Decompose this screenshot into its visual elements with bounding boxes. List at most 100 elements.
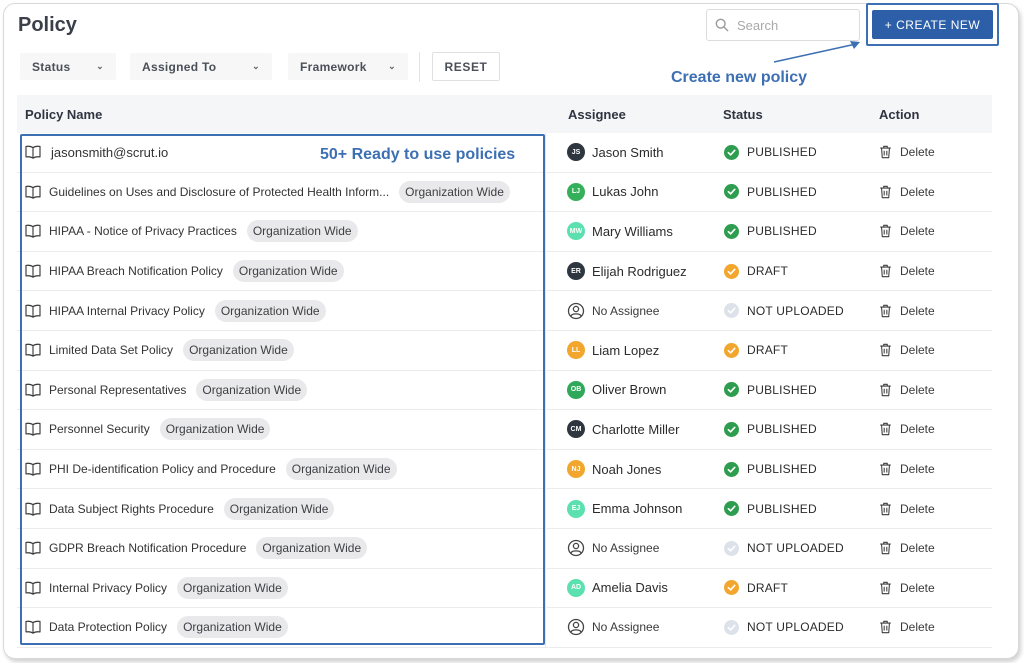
trash-icon[interactable]: [879, 383, 892, 397]
table-row[interactable]: Guidelines on Uses and Disclosure of Pro…: [17, 172, 992, 213]
assignee-cell[interactable]: LJ Lukas John: [567, 173, 659, 212]
assignee-cell[interactable]: MW Mary Williams: [567, 212, 673, 251]
delete-label[interactable]: Delete: [900, 422, 935, 437]
delete-label[interactable]: Delete: [900, 382, 935, 397]
delete-button[interactable]: Delete: [879, 529, 935, 568]
policy-cell[interactable]: GDPR Breach Notification Procedure Organi…: [25, 529, 368, 568]
delete-button[interactable]: Delete: [879, 371, 935, 410]
policy-cell[interactable]: HIPAA Internal Privacy Policy Organizatio…: [25, 291, 326, 330]
create-new-button[interactable]: + CREATE NEW: [872, 10, 993, 39]
policy-name[interactable]: Data Subject Rights Procedure: [49, 501, 214, 516]
reset-button[interactable]: RESET: [432, 52, 500, 81]
trash-icon[interactable]: [879, 462, 892, 476]
delete-label[interactable]: Delete: [900, 184, 935, 199]
assignee-cell[interactable]: LL Liam Lopez: [567, 331, 659, 370]
delete-button[interactable]: Delete: [879, 569, 935, 608]
assignee-cell[interactable]: JS Jason Smith: [567, 133, 664, 172]
policy-name[interactable]: Guidelines on Uses and Disclosure of Pro…: [49, 184, 390, 199]
policy-cell[interactable]: Guidelines on Uses and Disclosure of Pro…: [25, 173, 510, 212]
policy-name[interactable]: GDPR Breach Notification Procedure: [49, 541, 247, 556]
policy-cell[interactable]: Personal Representatives Organization Wid…: [25, 371, 308, 410]
policy-cell[interactable]: Data Protection Policy Organization Wide: [25, 608, 288, 647]
table-row[interactable]: HIPAA Breach Notification Policy Organiza…: [17, 251, 992, 292]
column-policy-name: Policy Name: [25, 107, 103, 122]
delete-button[interactable]: Delete: [879, 291, 935, 330]
delete-button[interactable]: Delete: [879, 252, 935, 291]
table-row[interactable]: GDPR Breach Notification Procedure Organi…: [17, 528, 992, 569]
delete-button[interactable]: Delete: [879, 608, 935, 647]
trash-icon[interactable]: [879, 304, 892, 318]
trash-icon[interactable]: [879, 620, 892, 634]
trash-icon[interactable]: [879, 185, 892, 199]
delete-button[interactable]: Delete: [879, 212, 935, 251]
policy-name[interactable]: PHI De-identification Policy and Procedu…: [49, 462, 276, 477]
delete-button[interactable]: Delete: [879, 331, 935, 370]
table-row[interactable]: jasonsmith@scrut.io JS Jason Smith PUBLISHE…: [17, 133, 992, 173]
delete-label[interactable]: Delete: [900, 264, 935, 279]
trash-icon[interactable]: [879, 422, 892, 436]
table-row[interactable]: Personnel Security Organization Wide CM Cha…: [17, 410, 992, 450]
assignee-cell[interactable]: OB Oliver Brown: [567, 371, 666, 410]
search-input[interactable]: [737, 17, 847, 33]
table-row[interactable]: Data Subject Rights Procedure Organizatio…: [17, 489, 992, 529]
table-row[interactable]: HIPAA Internal Privacy Policy Organizatio…: [17, 291, 992, 331]
table-row[interactable]: HIPAA - Notice of Privacy Practices Organ…: [17, 212, 992, 252]
framework-filter[interactable]: Framework ⌄: [288, 53, 408, 80]
table-row[interactable]: PHI De-identification Policy and Procedu…: [17, 449, 992, 490]
assignee-cell[interactable]: No Assignee: [567, 529, 659, 568]
policy-cell[interactable]: HIPAA - Notice of Privacy Practices Organ…: [25, 212, 358, 251]
delete-label[interactable]: Delete: [900, 541, 935, 556]
policy-cell[interactable]: Internal Privacy Policy Organization Wide: [25, 569, 288, 608]
assignee-cell[interactable]: No Assignee: [567, 291, 659, 330]
policy-cell[interactable]: Limited Data Set Policy Organization Wide: [25, 331, 294, 370]
table-row[interactable]: Data Protection Policy Organization Wide N…: [17, 608, 992, 648]
policy-name[interactable]: Personnel Security: [49, 422, 150, 437]
assignee-cell[interactable]: NJ Noah Jones: [567, 450, 661, 489]
trash-icon[interactable]: [879, 541, 892, 555]
assigned-to-filter[interactable]: Assigned To ⌄: [130, 53, 272, 80]
delete-button[interactable]: Delete: [879, 489, 935, 528]
trash-icon[interactable]: [879, 581, 892, 595]
assignee-cell[interactable]: No Assignee: [567, 608, 659, 647]
delete-label[interactable]: Delete: [900, 303, 935, 318]
policy-name[interactable]: HIPAA Internal Privacy Policy: [49, 303, 205, 318]
trash-icon[interactable]: [879, 343, 892, 357]
assignee-cell[interactable]: EJ Emma Johnson: [567, 489, 682, 528]
policy-cell[interactable]: Data Subject Rights Procedure Organizatio…: [25, 489, 335, 528]
trash-icon[interactable]: [879, 145, 892, 159]
policy-cell[interactable]: PHI De-identification Policy and Procedu…: [25, 450, 397, 489]
policy-cell[interactable]: jasonsmith@scrut.io: [25, 133, 168, 172]
delete-label[interactable]: Delete: [900, 580, 935, 595]
policy-name[interactable]: Internal Privacy Policy: [49, 580, 168, 595]
delete-label[interactable]: Delete: [900, 224, 935, 239]
trash-icon[interactable]: [879, 264, 892, 278]
policy-cell[interactable]: HIPAA Breach Notification Policy Organiza…: [25, 252, 344, 291]
policy-cell[interactable]: Personnel Security Organization Wide: [25, 410, 271, 449]
assignee-cell[interactable]: AD Amelia Davis: [567, 569, 668, 608]
assignee-cell[interactable]: ER Elijah Rodriguez: [567, 252, 687, 291]
delete-label[interactable]: Delete: [900, 462, 935, 477]
table-row[interactable]: Limited Data Set Policy Organization Wide…: [17, 330, 992, 371]
trash-icon[interactable]: [879, 502, 892, 516]
delete-button[interactable]: Delete: [879, 410, 935, 449]
policy-name[interactable]: Limited Data Set Policy: [49, 343, 174, 358]
delete-label[interactable]: Delete: [900, 145, 935, 160]
delete-label[interactable]: Delete: [900, 620, 935, 635]
status-filter[interactable]: Status ⌄: [20, 53, 116, 80]
policy-name[interactable]: HIPAA - Notice of Privacy Practices: [49, 224, 237, 239]
trash-icon[interactable]: [879, 224, 892, 238]
status-text: PUBLISHED: [747, 145, 817, 160]
delete-button[interactable]: Delete: [879, 133, 935, 172]
table-row[interactable]: Personal Representatives Organization Wid…: [17, 370, 992, 411]
policy-name[interactable]: HIPAA Breach Notification Policy: [49, 264, 223, 279]
assignee-cell[interactable]: CM Charlotte Miller: [567, 410, 679, 449]
search-box[interactable]: [706, 9, 860, 41]
policy-name[interactable]: Personal Representatives: [49, 382, 187, 397]
delete-label[interactable]: Delete: [900, 343, 935, 358]
delete-button[interactable]: Delete: [879, 173, 935, 212]
policy-name[interactable]: Data Protection Policy: [49, 620, 168, 635]
policy-name[interactable]: jasonsmith@scrut.io: [51, 144, 169, 160]
delete-label[interactable]: Delete: [900, 501, 935, 516]
delete-button[interactable]: Delete: [879, 450, 935, 489]
table-row[interactable]: Internal Privacy Policy Organization Wide…: [17, 568, 992, 609]
